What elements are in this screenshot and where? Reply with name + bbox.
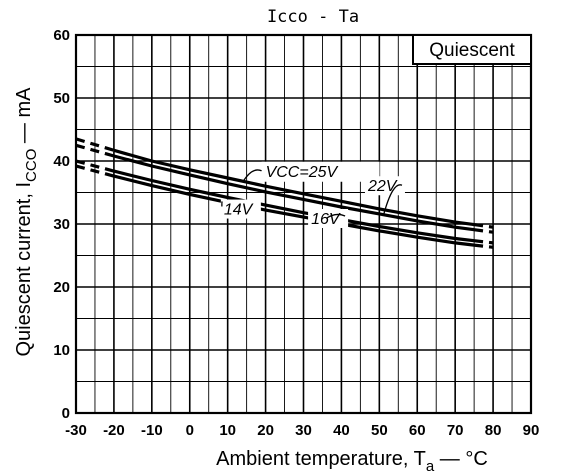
series-dash-low-14v bbox=[75, 164, 115, 178]
annotations: VCC=25V 22V 14V 16V bbox=[220, 161, 405, 228]
x-tick-label: -20 bbox=[103, 422, 125, 439]
annotation-vcc: VCC=25V bbox=[266, 164, 339, 181]
y-tick-label: 20 bbox=[53, 279, 70, 296]
annotation-22v: 22V bbox=[367, 178, 398, 195]
annotation-bg-vcc bbox=[261, 161, 380, 182]
y-tick-label: 30 bbox=[53, 216, 70, 233]
annotation-bg-22v bbox=[364, 176, 405, 196]
x-tick-label: 70 bbox=[447, 422, 464, 439]
x-tick-label: 30 bbox=[295, 422, 312, 439]
y-tick-label: 60 bbox=[53, 27, 70, 44]
y-tick-label: 40 bbox=[53, 153, 70, 170]
x-tick-label: 40 bbox=[333, 422, 350, 439]
annotation-bg-14v bbox=[220, 199, 261, 219]
tick-labels: -30 -20 -10 0 10 20 30 40 50 60 70 80 90 0 10 20 30 40 50 6… bbox=[53, 27, 539, 439]
y-tick-label: 10 bbox=[53, 342, 70, 359]
annotation-14v: 14V bbox=[224, 202, 254, 219]
series-line-22v bbox=[113, 154, 475, 232]
series-line-25v bbox=[113, 148, 475, 227]
x-axis-title: Ambient temperature, Ta — °C bbox=[216, 448, 488, 475]
y-tick-label: 0 bbox=[62, 405, 70, 422]
series-dash-low-22v bbox=[75, 143, 115, 158]
y-axis-title-sub: CCO bbox=[23, 149, 40, 182]
series-dash-high-16v bbox=[473, 239, 494, 245]
y-axis-title: Quiescent current, ICCO — mA bbox=[13, 87, 40, 357]
x-tick-label: 90 bbox=[523, 422, 540, 439]
series-line-14v bbox=[113, 174, 475, 247]
x-axis-title-main: Ambient temperature, T bbox=[216, 448, 426, 470]
leader-vcc bbox=[242, 169, 262, 183]
x-tick-label: 0 bbox=[186, 422, 194, 439]
quiescent-box-label: Quiescent bbox=[429, 40, 515, 61]
series-dash-low-16v bbox=[75, 159, 115, 173]
series-dash-high-25v bbox=[473, 223, 494, 229]
x-tick-label: -30 bbox=[65, 422, 87, 439]
series-dash-low-25v bbox=[75, 137, 115, 152]
y-axis-title-unit: — mA bbox=[13, 87, 35, 149]
x-tick-label: 20 bbox=[257, 422, 274, 439]
x-tick-label: 50 bbox=[371, 422, 388, 439]
plot-frame bbox=[74, 33, 533, 415]
series-line-16v bbox=[113, 169, 475, 243]
leader-16v bbox=[325, 213, 346, 219]
x-tick-label: 80 bbox=[485, 422, 502, 439]
quiescent-box bbox=[412, 34, 532, 65]
series-group bbox=[75, 137, 494, 249]
x-tick-label: 60 bbox=[409, 422, 426, 439]
x-axis-title-unit: — °C bbox=[434, 448, 488, 470]
x-axis-title-sub: a bbox=[426, 458, 435, 475]
leader-22v bbox=[382, 184, 403, 216]
annotation-16v: 16V bbox=[311, 211, 341, 228]
chart-title: Icco - Ta bbox=[267, 7, 359, 27]
y-tick-label: 50 bbox=[53, 90, 70, 107]
annotation-bg-16v bbox=[308, 209, 349, 228]
y-axis-title-main: Quiescent current, I bbox=[13, 182, 35, 357]
x-tick-label: 10 bbox=[219, 422, 236, 439]
x-tick-label: -10 bbox=[141, 422, 163, 439]
series-dash-high-22v bbox=[473, 228, 494, 234]
series-dash-high-14v bbox=[473, 243, 494, 249]
